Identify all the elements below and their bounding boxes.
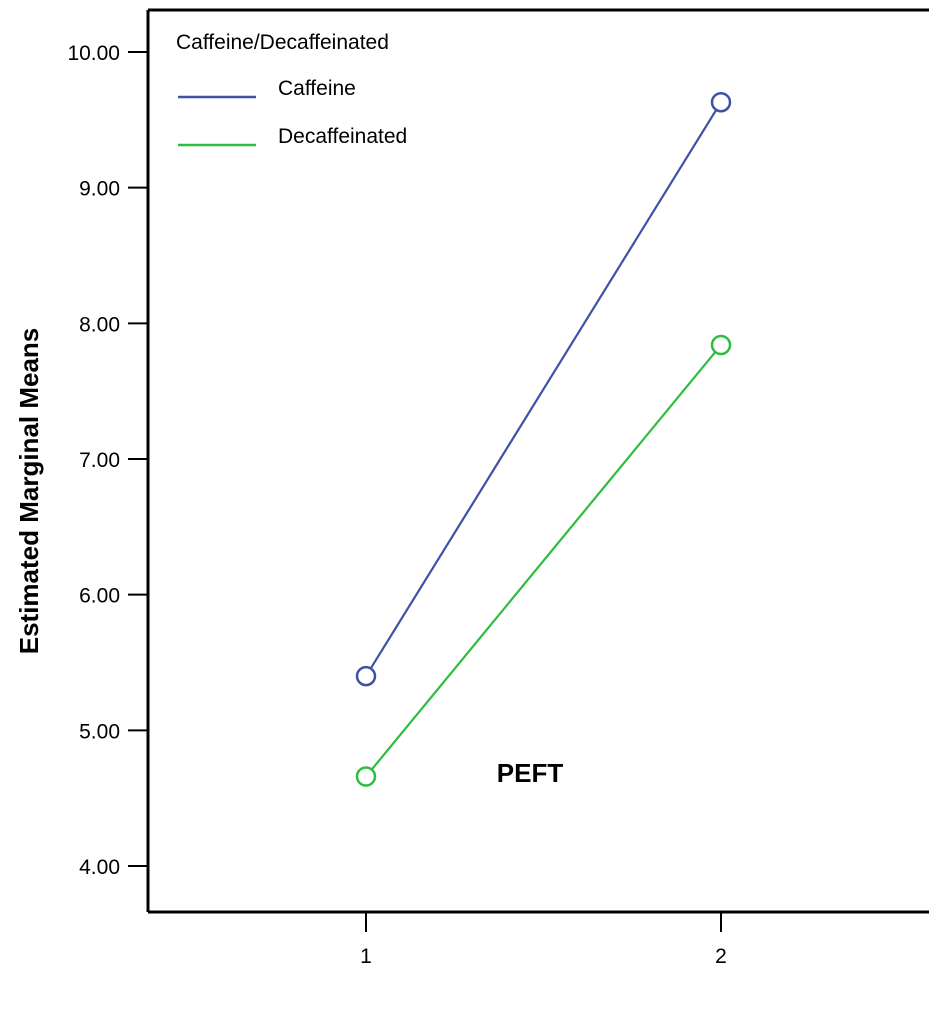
x-tick-label: 2 [715,945,727,968]
legend-title: Caffeine/Decaffeinated [176,31,389,54]
y-tick-label: 10.00 [67,42,120,65]
series-layer [355,91,732,787]
x-axis-title: PEFT [497,758,564,788]
y-tick-label: 8.00 [79,313,120,336]
legend: Caffeine/Decaffeinated Caffeine Decaffein… [176,31,407,148]
y-axis-title: Estimated Marginal Means [14,328,44,655]
y-tick-label: 5.00 [79,720,120,743]
y-tick-label: 4.00 [79,856,120,879]
data-point-decaffeinated [355,766,377,787]
plot-frame [146,8,929,914]
data-point-caffeine [710,91,732,113]
data-point-decaffeinated [710,334,732,356]
data-point-caffeine [355,665,377,687]
series-line-caffeine [365,101,722,677]
legend-label-decaffeinated: Decaffeinated [278,125,407,148]
y-tick-label: 9.00 [79,178,120,201]
series-line-decaffeinated [365,344,722,778]
y-ticks: 4.00 5.00 6.00 7.00 8.00 9.00 10.00 [67,42,148,879]
y-tick-label: 6.00 [79,585,120,608]
legend-label-caffeine: Caffeine [278,77,356,100]
y-tick-label: 7.00 [79,449,120,472]
x-tick-label: 1 [360,945,372,968]
